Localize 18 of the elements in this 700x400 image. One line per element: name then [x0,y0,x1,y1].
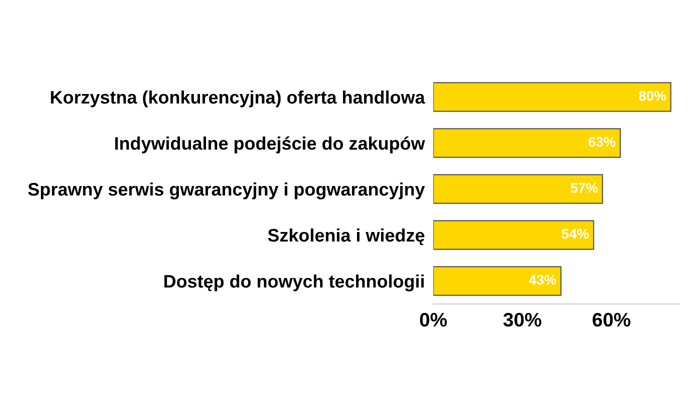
data-label: 54% [562,228,589,239]
data-label: 80% [638,90,666,101]
data-label: 63% [588,136,616,147]
y-tick-label: Dostęp do nowych technologii [164,274,424,292]
data-label: 57% [570,182,598,193]
y-tick-label: Korzystna (konkurencyjna) oferta handlowa [50,90,426,108]
bar [433,128,621,158]
y-tick-label: Indywidualne podejście do zakupów [115,136,426,154]
x-tick-label: 0% [420,312,447,327]
y-tick-label: Szkolenia i wiedzę [268,228,424,246]
y-tick-label: Sprawny serwis gwarancyjny i pogwarancyjny [28,182,425,200]
x-tick-label: 60% [592,312,630,327]
data-label: 43% [528,274,556,285]
x-tick-label: 30% [503,312,542,327]
bar [433,266,562,296]
bar [433,174,604,204]
bar [433,82,672,112]
bar [433,220,594,250]
